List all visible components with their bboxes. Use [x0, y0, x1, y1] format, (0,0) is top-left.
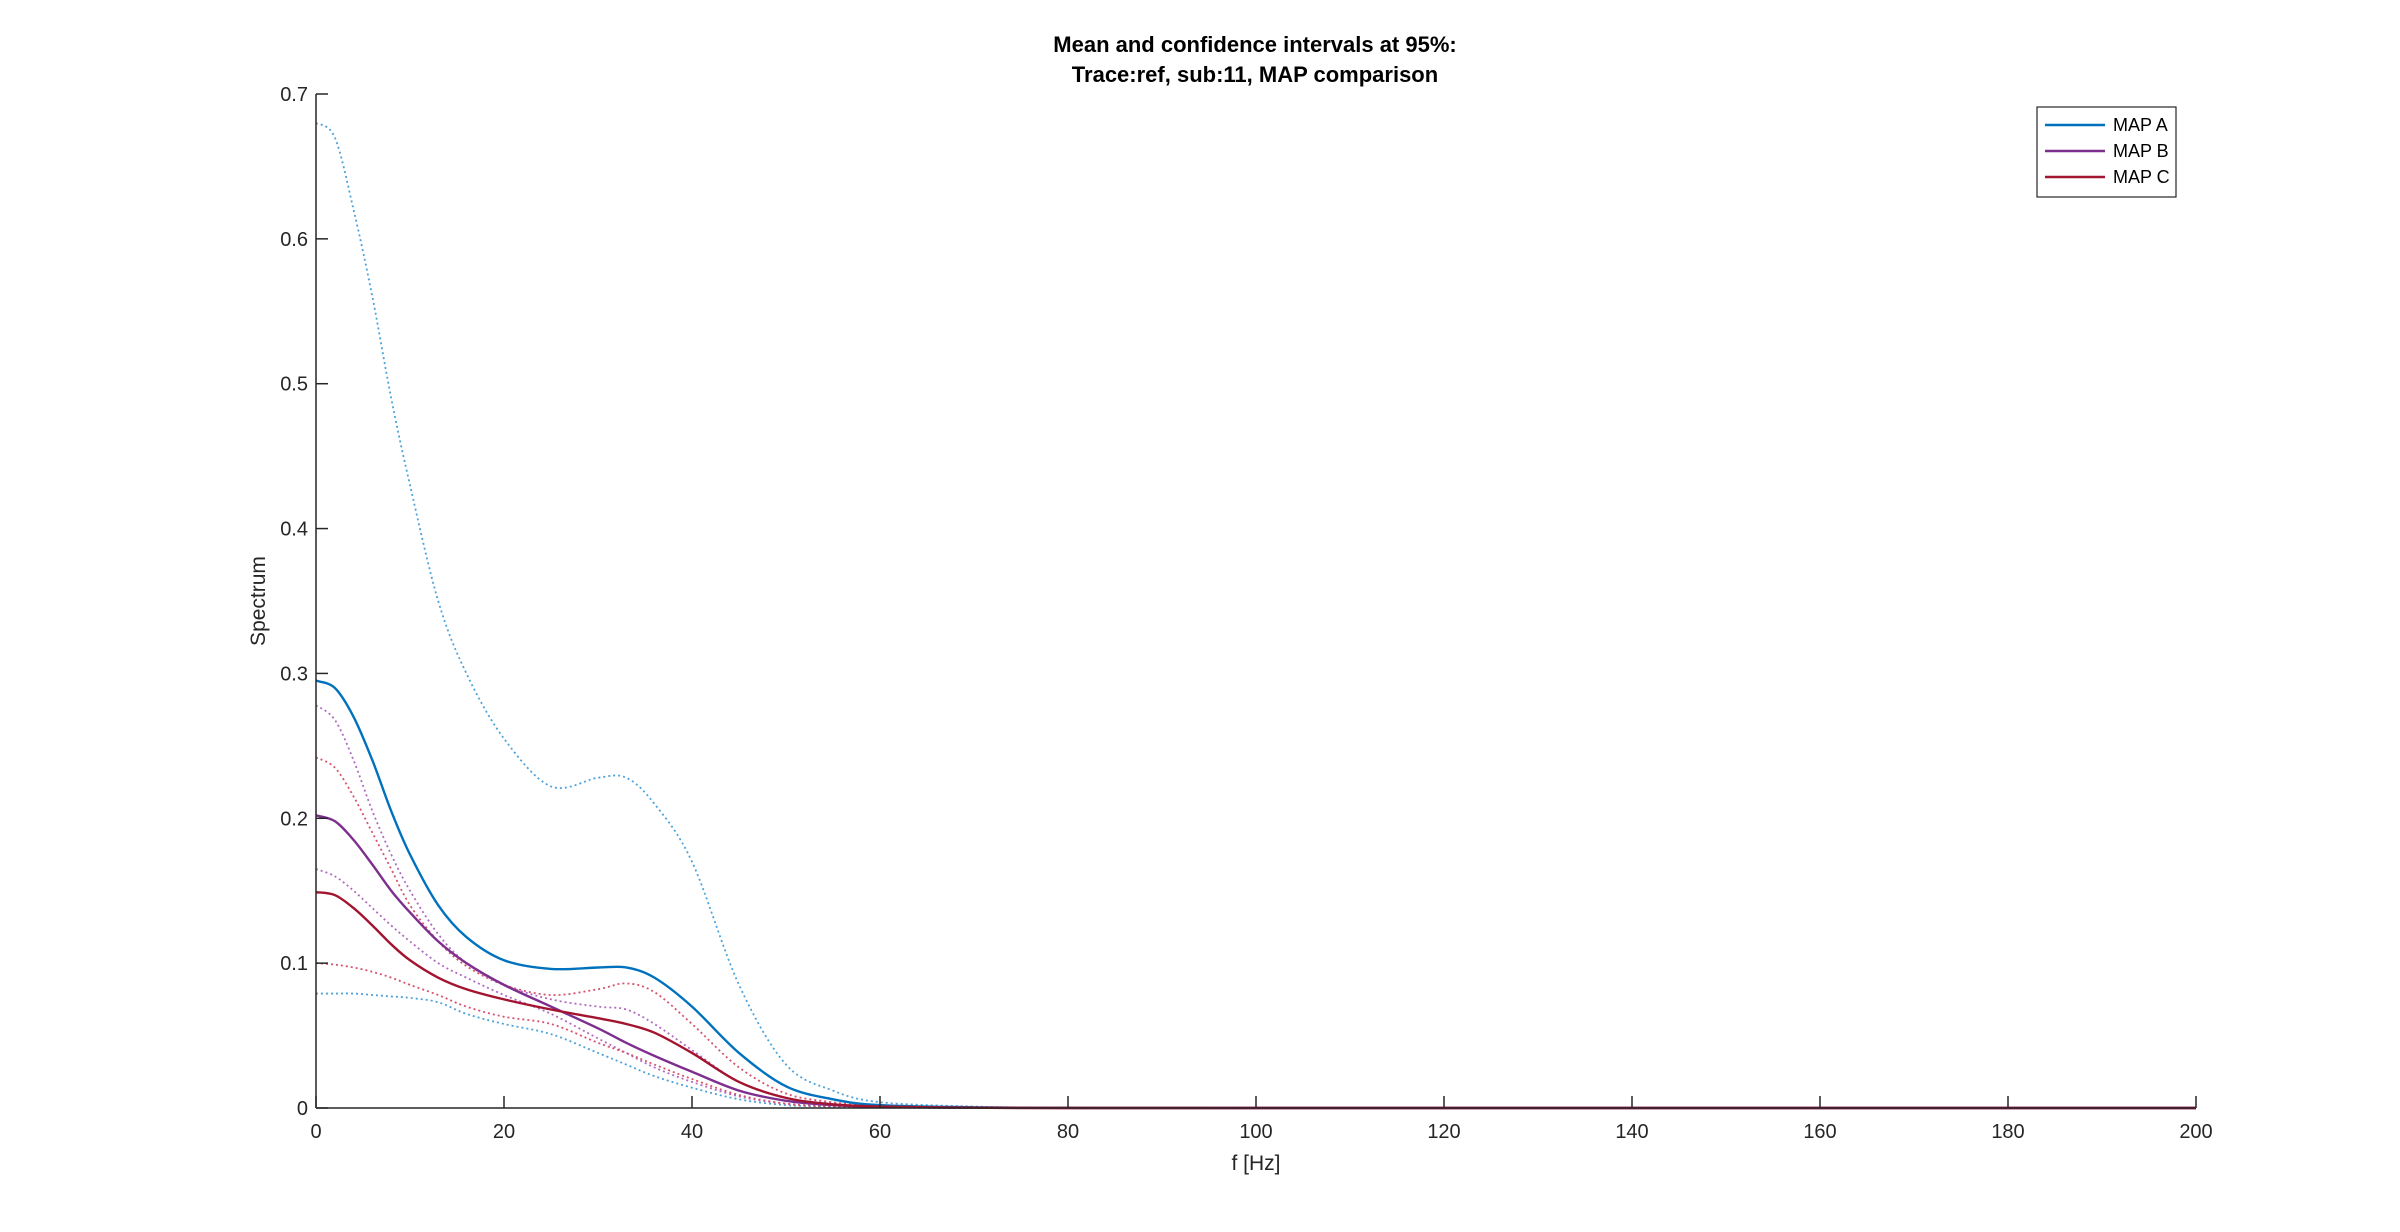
- confidence-bound-line-1: [315, 122, 2196, 1109]
- series-layer: [315, 122, 2196, 1110]
- x-tick-label: 100: [1239, 1121, 1272, 1143]
- confidence-bound-line-4: [315, 868, 2196, 1109]
- x-tick-label: 60: [869, 1121, 891, 1143]
- x-axis-label: f [Hz]: [1231, 1152, 1280, 1175]
- ticks: 0 20 40 60 80 100 120 140 160 180 200 0 0.1 0.2 0.3 0.4…: [280, 84, 2213, 1143]
- x-tick-label: 80: [1057, 1121, 1079, 1143]
- x-tick-label: 120: [1427, 1121, 1460, 1143]
- axes: [315, 94, 2196, 1109]
- chart-title-line-2: Trace:ref, sub:11, MAP comparison: [1072, 62, 1438, 87]
- y-tick-label: 0.5: [280, 374, 308, 396]
- legend-label-map-c: MAP C: [2113, 167, 2170, 187]
- legend-label-map-b: MAP B: [2113, 141, 2169, 161]
- x-tick-label: 160: [1803, 1121, 1836, 1143]
- x-tick-label: 40: [681, 1121, 703, 1143]
- x-tick-label: 20: [493, 1121, 515, 1143]
- y-tick-label: 0.2: [280, 808, 308, 830]
- legend: MAP A MAP B MAP C: [2036, 106, 2177, 198]
- confidence-bound-line-6: [315, 962, 2196, 1109]
- y-tick-label: 0.3: [280, 663, 308, 685]
- x-tick-label: 180: [1991, 1121, 2024, 1143]
- x-tick-label: 0: [310, 1121, 321, 1143]
- y-tick-label: 0: [297, 1098, 308, 1120]
- confidence-bound-line-3: [315, 704, 2196, 1109]
- y-tick-label: 0.4: [280, 519, 308, 541]
- confidence-bound-line-5: [315, 756, 2196, 1109]
- chart-title-line-1: Mean and confidence intervals at 95%:: [1053, 32, 1456, 57]
- series-line-map-b: [315, 814, 2196, 1110]
- y-tick-label: 0.7: [280, 84, 308, 106]
- legend-label-map-a: MAP A: [2113, 115, 2168, 135]
- series-line-map-a: [315, 679, 2196, 1110]
- y-axis-label: Spectrum: [247, 556, 270, 646]
- y-tick-label: 0.6: [280, 229, 308, 251]
- x-tick-label: 200: [2179, 1121, 2212, 1143]
- series-line-map-c: [315, 890, 2196, 1110]
- x-tick-label: 140: [1615, 1121, 1648, 1143]
- confidence-bound-line-2: [316, 992, 2196, 1109]
- y-tick-label: 0.1: [280, 953, 308, 975]
